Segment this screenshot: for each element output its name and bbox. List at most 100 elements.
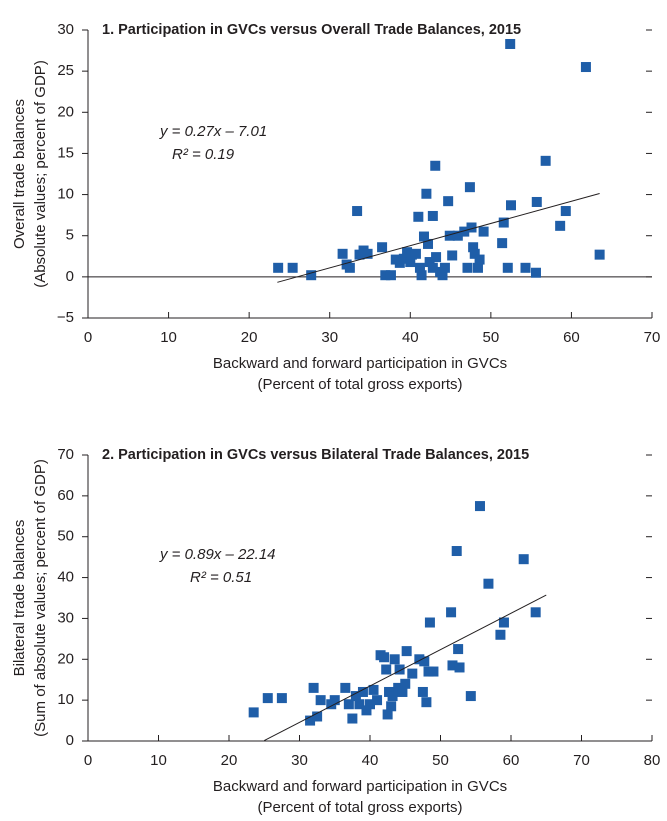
scatter-point [498, 617, 509, 628]
scatter-point [424, 257, 435, 268]
scatter-point [381, 664, 392, 675]
scatter-point [531, 196, 542, 207]
chart-title: 2. Participation in GVCs versus Bilatera… [102, 447, 529, 463]
scatter-point [498, 217, 509, 228]
trend-line [277, 192, 600, 283]
scatter-point [474, 254, 485, 265]
x-tick-label: 40 [362, 752, 379, 769]
y-tick-label: 70 [57, 446, 74, 463]
equation: y = 0.89x – 22.14 [159, 546, 276, 563]
scatter-point [248, 707, 259, 718]
scatter-point [418, 231, 429, 242]
x-tick-label: 80 [644, 752, 661, 769]
y-tick-label: −5 [57, 309, 74, 326]
scatter-point [407, 668, 418, 679]
x-tick-label: 30 [321, 329, 338, 346]
y-axis-label: (Absolute values; percent of GDP) [32, 60, 49, 288]
scatter-point [462, 262, 473, 273]
scatter-point [387, 691, 398, 702]
scatter-point [427, 210, 438, 221]
y-tick-label: 20 [57, 103, 74, 120]
y-tick-label: 30 [57, 609, 74, 626]
y-axis-label: (Sum of absolute values; percent of GDP) [32, 459, 49, 737]
scatter-point [452, 230, 463, 241]
y-axis-label: Bilateral trade balances [11, 520, 28, 677]
x-tick-label: 60 [563, 329, 580, 346]
scatter-point [560, 206, 571, 217]
scatter-point [474, 501, 485, 512]
scatter-point [454, 662, 465, 673]
x-axis-label: (Percent of total gross exports) [257, 799, 462, 816]
scatter-point [273, 262, 284, 273]
scatter-point [372, 695, 383, 706]
scatter-point [389, 654, 400, 665]
scatter-point [276, 693, 287, 704]
scatter-point [580, 62, 591, 73]
r-squared: R² = 0.19 [172, 146, 235, 163]
scatter-point [361, 705, 372, 716]
scatter-point [464, 182, 475, 193]
scatter-point [466, 222, 477, 233]
scatter-point [329, 695, 340, 706]
scatter-point [430, 160, 441, 171]
y-tick-label: 15 [57, 144, 74, 161]
scatter-point [401, 646, 412, 657]
scatter-point [530, 607, 541, 618]
scatter-point [305, 715, 316, 726]
x-axis-label: (Percent of total gross exports) [257, 376, 462, 393]
scatter-point [594, 249, 605, 260]
x-tick-label: 60 [503, 752, 520, 769]
scatter-point [347, 713, 358, 724]
scatter-point [495, 629, 506, 640]
scatter-point [497, 238, 508, 249]
scatter-point [343, 699, 354, 710]
y-tick-label: 25 [57, 62, 74, 79]
y-axis-label: Overall trade balances [11, 99, 28, 249]
y-tick-label: 30 [57, 21, 74, 38]
y-tick-label: 10 [57, 691, 74, 708]
scatter-point [431, 252, 442, 263]
x-tick-label: 20 [221, 752, 238, 769]
scatter-point [421, 697, 432, 708]
scatter-point [483, 578, 494, 589]
y-tick-label: 20 [57, 650, 74, 667]
scatter-point [443, 196, 454, 207]
x-tick-label: 30 [291, 752, 308, 769]
scatter-point [444, 230, 455, 241]
scatter-point [472, 262, 483, 273]
scatter-point [398, 253, 409, 264]
x-axis-label: Backward and forward participation in GV… [213, 778, 507, 795]
scatter-point [520, 262, 531, 273]
scatter-point [421, 188, 432, 199]
scatter-point [419, 656, 430, 667]
trend-line [264, 594, 547, 741]
scatter-point [465, 691, 476, 702]
scatter-point [362, 248, 373, 259]
chart-title: 1. Participation in GVCs versus Overall … [102, 22, 521, 38]
scatter-point [459, 226, 470, 237]
scatter-point [400, 678, 411, 689]
x-tick-label: 10 [160, 329, 177, 346]
equation: y = 0.27x – 7.01 [159, 123, 267, 140]
r-squared: R² = 0.51 [190, 569, 252, 586]
scatter-point [437, 270, 448, 281]
x-tick-label: 0 [84, 752, 92, 769]
scatter-point [469, 248, 480, 259]
scatter-point [424, 617, 435, 628]
scatter-point [505, 38, 516, 49]
scatter-point [423, 238, 434, 249]
scatter-point [410, 248, 421, 259]
scatter-point [451, 546, 462, 557]
y-tick-label: 60 [57, 487, 74, 504]
scatter-point [368, 684, 379, 695]
scatter-point [394, 664, 405, 675]
scatter-point [447, 660, 458, 671]
scatter-point [540, 155, 551, 166]
scatter-point [312, 711, 323, 722]
x-tick-label: 40 [402, 329, 419, 346]
scatter-point [502, 262, 513, 273]
x-tick-label: 10 [150, 752, 167, 769]
scatter-point [315, 695, 326, 706]
scatter-point [413, 211, 424, 222]
